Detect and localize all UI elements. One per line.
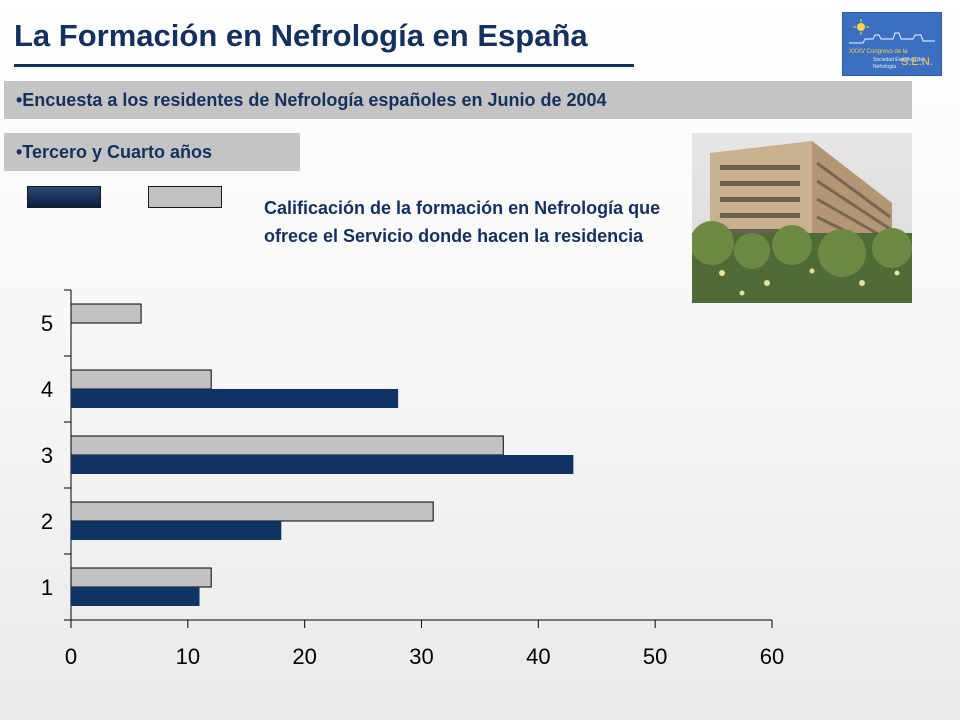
bar-light-4: [70, 369, 212, 390]
chart-description: Calificación de la formación en Nefrolog…: [264, 198, 661, 246]
logo-text-line3: Nefrología: [873, 64, 896, 70]
title-underline: [14, 64, 634, 67]
y-tick-label-3: 3: [41, 443, 53, 468]
survey-banner: •Encuesta a los residentes de Nefrología…: [4, 81, 912, 119]
x-tick-label-50: 50: [643, 644, 667, 669]
logo-brand: S.E.N.: [901, 56, 933, 68]
bar-dark-3: [71, 455, 574, 474]
bar-dark-1: [71, 587, 200, 606]
x-tick-label-10: 10: [176, 644, 200, 669]
x-tick-label-0: 0: [65, 644, 77, 669]
x-tick-label-20: 20: [292, 644, 316, 669]
logo-text-line1: XXXV Congreso de la: [849, 49, 908, 55]
congress-logo-graphic: XXXV Congreso de la Sociedad Española de…: [849, 19, 935, 70]
x-tick-label-60: 60: [760, 644, 784, 669]
bar-light-1: [70, 567, 212, 588]
bar-light-2: [70, 501, 434, 522]
page-title: La Formación en Nefrología en España: [14, 18, 588, 53]
y-tick-label-2: 2: [41, 509, 53, 534]
bar-dark-4: [71, 389, 399, 408]
legend-swatch-light: [148, 186, 222, 208]
bar-light-5: [70, 303, 142, 324]
congress-logo: XXXV Congreso de la Sociedad Española de…: [842, 12, 942, 76]
y-tick-label-5: 5: [41, 311, 53, 336]
hospital-building-image: [692, 133, 912, 303]
y-tick-label-1: 1: [41, 575, 53, 600]
hospital-photo: [692, 133, 912, 303]
x-tick-label-40: 40: [526, 644, 550, 669]
bar-dark-2: [71, 521, 282, 540]
y-tick-label-4: 4: [41, 377, 53, 402]
x-tick-label-30: 30: [409, 644, 433, 669]
years-banner: •Tercero y Cuarto años: [4, 133, 300, 171]
legend-swatch-dark: [27, 186, 101, 208]
bar-light-3: [70, 435, 504, 456]
logo-text-line2: Sociedad Española de: [873, 57, 923, 63]
